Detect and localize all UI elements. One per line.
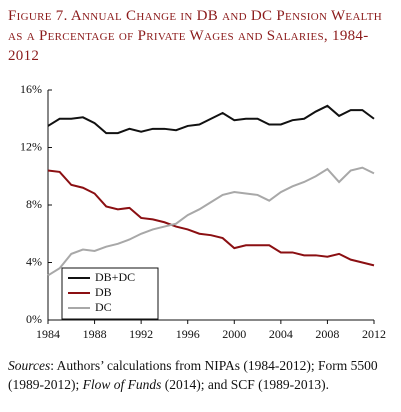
source-note: Sources: Authors’ calculations from NIPA… — [8, 356, 398, 394]
chart-title: Figure 7. Annual Change in DB and DC Pen… — [8, 8, 382, 64]
x-tick-label: 1996 — [176, 327, 200, 341]
source-part: Sources — [8, 358, 51, 373]
legend-label: DB — [95, 285, 112, 299]
x-tick-label: 2008 — [315, 327, 339, 341]
x-tick-label: 1984 — [36, 327, 60, 341]
source-part: (2014); and SCF (1989-2013). — [161, 377, 330, 392]
legend-label: DC — [95, 300, 112, 314]
y-tick-label: 16% — [20, 82, 42, 96]
x-tick-label: 2000 — [222, 327, 246, 341]
y-tick-label: 4% — [26, 254, 42, 268]
chart: 0% 4% 8% 12% 16% 1984 1988 1992 1996 2000 2004 2008… — [20, 82, 386, 341]
x-tick-label: 1988 — [83, 327, 107, 341]
x-tick-label: 2012 — [362, 327, 386, 341]
y-tick-label: 8% — [26, 197, 42, 211]
y-tick-label: 0% — [26, 312, 42, 326]
series-line — [47, 169, 375, 267]
source-part: : Authors’ calculations from NIPAs (1984… — [8, 358, 378, 392]
legend-label: DB+DC — [95, 270, 135, 284]
series-line — [47, 166, 375, 277]
source-part: Flow of Funds — [82, 377, 162, 392]
y-tick-label: 12% — [20, 139, 42, 153]
x-tick-label: 1992 — [129, 327, 153, 341]
x-tick-label: 2004 — [269, 327, 293, 341]
series-line — [47, 104, 375, 135]
